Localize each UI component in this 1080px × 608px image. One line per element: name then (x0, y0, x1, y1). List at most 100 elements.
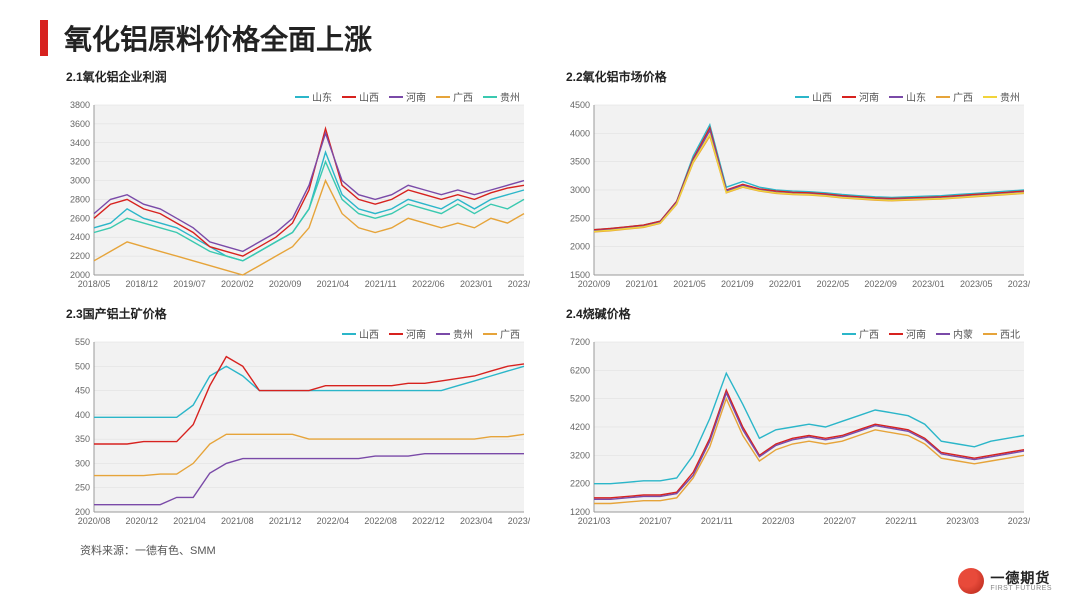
legend-label: 西北 (1000, 326, 1020, 341)
legend-swatch (483, 96, 497, 98)
svg-text:2020/09: 2020/09 (578, 279, 611, 289)
svg-text:300: 300 (75, 458, 90, 468)
legend-label: 贵州 (1000, 89, 1020, 104)
svg-text:550: 550 (75, 337, 90, 347)
svg-text:3800: 3800 (70, 100, 90, 110)
svg-text:5200: 5200 (570, 394, 590, 404)
svg-text:2021/09: 2021/09 (721, 279, 754, 289)
svg-text:2022/11: 2022/11 (885, 516, 917, 526)
legend-swatch (342, 333, 356, 335)
legend-label: 河南 (859, 89, 879, 104)
svg-text:2022/06: 2022/06 (412, 279, 445, 289)
legend-label: 贵州 (500, 89, 520, 104)
title-bar: 氧化铝原料价格全面上涨 (0, 0, 1080, 66)
svg-text:350: 350 (75, 434, 90, 444)
svg-text:2600: 2600 (70, 213, 90, 223)
svg-text:2023/03: 2023/03 (946, 516, 979, 526)
legend-label: 广西 (453, 89, 473, 104)
legend-swatch (389, 333, 403, 335)
legend: 广西 河南 内蒙 西北 (842, 326, 1020, 341)
svg-text:2023/01: 2023/01 (912, 279, 945, 289)
svg-text:4500: 4500 (570, 100, 590, 110)
svg-text:2022/09: 2022/09 (864, 279, 897, 289)
legend-swatch (795, 96, 809, 98)
svg-text:3200: 3200 (570, 450, 590, 460)
svg-text:3500: 3500 (570, 157, 590, 167)
legend-item: 山西 (342, 326, 379, 341)
panel-title: 2.2氧化铝市场价格 (566, 68, 1040, 85)
legend-swatch (436, 333, 450, 335)
svg-text:2500: 2500 (570, 213, 590, 223)
svg-text:3600: 3600 (70, 119, 90, 129)
chart-21: 山东 山西 河南 广西 贵州20002200240026002800300032… (60, 87, 530, 297)
legend-item: 山西 (795, 89, 832, 104)
svg-text:4000: 4000 (570, 128, 590, 138)
legend-item: 山西 (342, 89, 379, 104)
svg-text:400: 400 (75, 410, 90, 420)
legend-item: 西北 (983, 326, 1020, 341)
legend-swatch (389, 96, 403, 98)
legend-item: 广西 (436, 89, 473, 104)
legend-item: 山东 (889, 89, 926, 104)
chart-22: 山西 河南 山东 广西 贵州15002000250030003500400045… (560, 87, 1030, 297)
svg-text:2021/03: 2021/03 (578, 516, 611, 526)
panel-22: 2.2氧化铝市场价格 山西 河南 山东 广西 贵州150020002500300… (560, 66, 1040, 297)
accent-bar (40, 20, 48, 56)
svg-text:2200: 2200 (70, 251, 90, 261)
panel-21: 2.1氧化铝企业利润 山东 山西 河南 广西 贵州200022002400260… (60, 66, 540, 297)
brand-logo: 一德期货 FIRST FUTURES (958, 568, 1052, 594)
svg-text:2021/07: 2021/07 (639, 516, 672, 526)
svg-text:7200: 7200 (570, 337, 590, 347)
svg-text:250: 250 (75, 483, 90, 493)
legend-swatch (295, 96, 309, 98)
svg-text:2021/11: 2021/11 (701, 516, 733, 526)
svg-text:2023/05: 2023/05 (960, 279, 993, 289)
legend-item: 贵州 (483, 89, 520, 104)
legend-label: 山东 (906, 89, 926, 104)
svg-text:2021/04: 2021/04 (317, 279, 350, 289)
legend-item: 河南 (389, 89, 426, 104)
legend-label: 贵州 (453, 326, 473, 341)
legend-item: 广西 (842, 326, 879, 341)
svg-text:2022/01: 2022/01 (769, 279, 802, 289)
svg-text:2019/07: 2019/07 (173, 279, 206, 289)
panel-title: 2.4烧碱价格 (566, 305, 1040, 322)
legend: 山西 河南 山东 广西 贵州 (795, 89, 1020, 104)
legend-label: 河南 (906, 326, 926, 341)
svg-text:3000: 3000 (70, 176, 90, 186)
logo-cn: 一德期货 (990, 571, 1052, 585)
svg-text:2021/08: 2021/08 (221, 516, 254, 526)
legend-label: 河南 (406, 326, 426, 341)
svg-text:2023/07: 2023/07 (1008, 516, 1030, 526)
legend-label: 山东 (312, 89, 332, 104)
chart-grid: 2.1氧化铝企业利润 山东 山西 河南 广西 贵州200022002400260… (0, 66, 1080, 534)
legend-item: 河南 (889, 326, 926, 341)
page-title: 氧化铝原料价格全面上涨 (64, 18, 372, 58)
svg-text:2021/05: 2021/05 (673, 279, 706, 289)
legend-swatch (483, 333, 497, 335)
legend-label: 广西 (953, 89, 973, 104)
logo-text: 一德期货 FIRST FUTURES (990, 571, 1052, 592)
logo-en: FIRST FUTURES (990, 585, 1052, 592)
svg-text:3200: 3200 (70, 157, 90, 167)
svg-text:2023/09: 2023/09 (1008, 279, 1030, 289)
legend-swatch (889, 333, 903, 335)
svg-text:2018/12: 2018/12 (126, 279, 159, 289)
svg-text:2400: 2400 (70, 232, 90, 242)
svg-text:2021/12: 2021/12 (269, 516, 302, 526)
legend-swatch (983, 333, 997, 335)
legend-swatch (342, 96, 356, 98)
svg-text:2021/11: 2021/11 (365, 279, 397, 289)
svg-text:2023/04: 2023/04 (460, 516, 493, 526)
legend-swatch (842, 96, 856, 98)
legend-label: 广西 (859, 326, 879, 341)
svg-text:2021/04: 2021/04 (173, 516, 206, 526)
svg-text:2020/08: 2020/08 (78, 516, 111, 526)
legend: 山西 河南 贵州 广西 (342, 326, 520, 341)
svg-text:4200: 4200 (570, 422, 590, 432)
svg-text:2022/12: 2022/12 (412, 516, 445, 526)
panel-title: 2.3国产铝土矿价格 (66, 305, 540, 322)
svg-text:2022/03: 2022/03 (762, 516, 795, 526)
svg-text:2020/02: 2020/02 (221, 279, 254, 289)
legend-swatch (889, 96, 903, 98)
